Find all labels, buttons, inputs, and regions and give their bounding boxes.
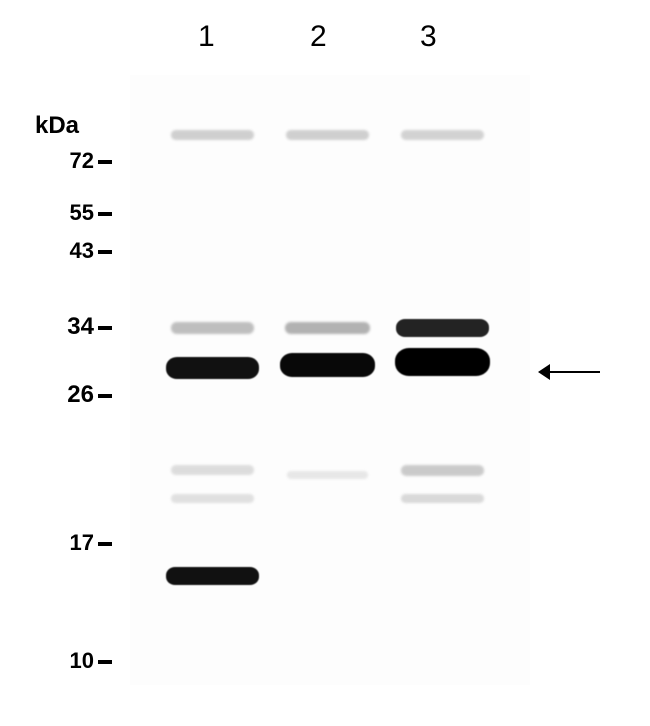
marker-43-tick [98,250,112,254]
marker-10-tick [98,660,112,664]
marker-72-text: 72 [70,148,94,173]
marker-34-tick [98,326,112,330]
band-lane2-y365 [280,353,374,377]
marker-43: 43 [40,238,94,264]
band-lane3-y498 [401,494,483,503]
band-lane1-y135 [171,130,253,140]
kda-unit-label: kDa [35,112,79,140]
band-lane3-y135 [401,130,483,140]
marker-55: 55 [40,200,94,226]
lane-2-label: 2 [310,20,327,54]
band-lane2-y328 [285,322,369,334]
marker-17: 17 [40,530,94,556]
marker-10: 10 [40,648,94,674]
marker-43-text: 43 [70,238,94,263]
band-lane1-y576 [166,567,260,585]
target-band-arrow-line [548,371,600,373]
marker-72: 72 [40,148,94,174]
band-lane3-y470 [401,465,484,476]
marker-17-tick [98,542,112,546]
marker-34: 34 [40,313,94,341]
marker-17-text: 17 [70,530,94,555]
marker-34-text: 34 [67,313,94,340]
band-lane1-y368 [166,357,260,379]
band-lane3-y362 [395,348,490,376]
western-blot-figure: 1 2 3 kDa 72 55 43 34 26 17 10 [0,0,650,726]
lane-3-label: 3 [420,20,437,54]
marker-72-tick [98,160,112,164]
marker-10-text: 10 [70,648,94,673]
band-lane1-y498 [171,494,253,503]
marker-55-text: 55 [70,200,94,225]
blot-membrane [130,75,530,685]
lane-1-label: 1 [198,20,215,54]
marker-26: 26 [40,381,94,409]
band-lane1-y470 [171,465,253,475]
band-lane2-y135 [286,130,368,140]
marker-26-tick [98,394,112,398]
marker-26-text: 26 [67,381,94,408]
band-lane3-y328 [396,319,489,337]
target-band-arrow-head [538,364,550,380]
band-lane2-y475 [287,471,369,479]
marker-55-tick [98,212,112,216]
band-lane1-y328 [171,322,255,334]
